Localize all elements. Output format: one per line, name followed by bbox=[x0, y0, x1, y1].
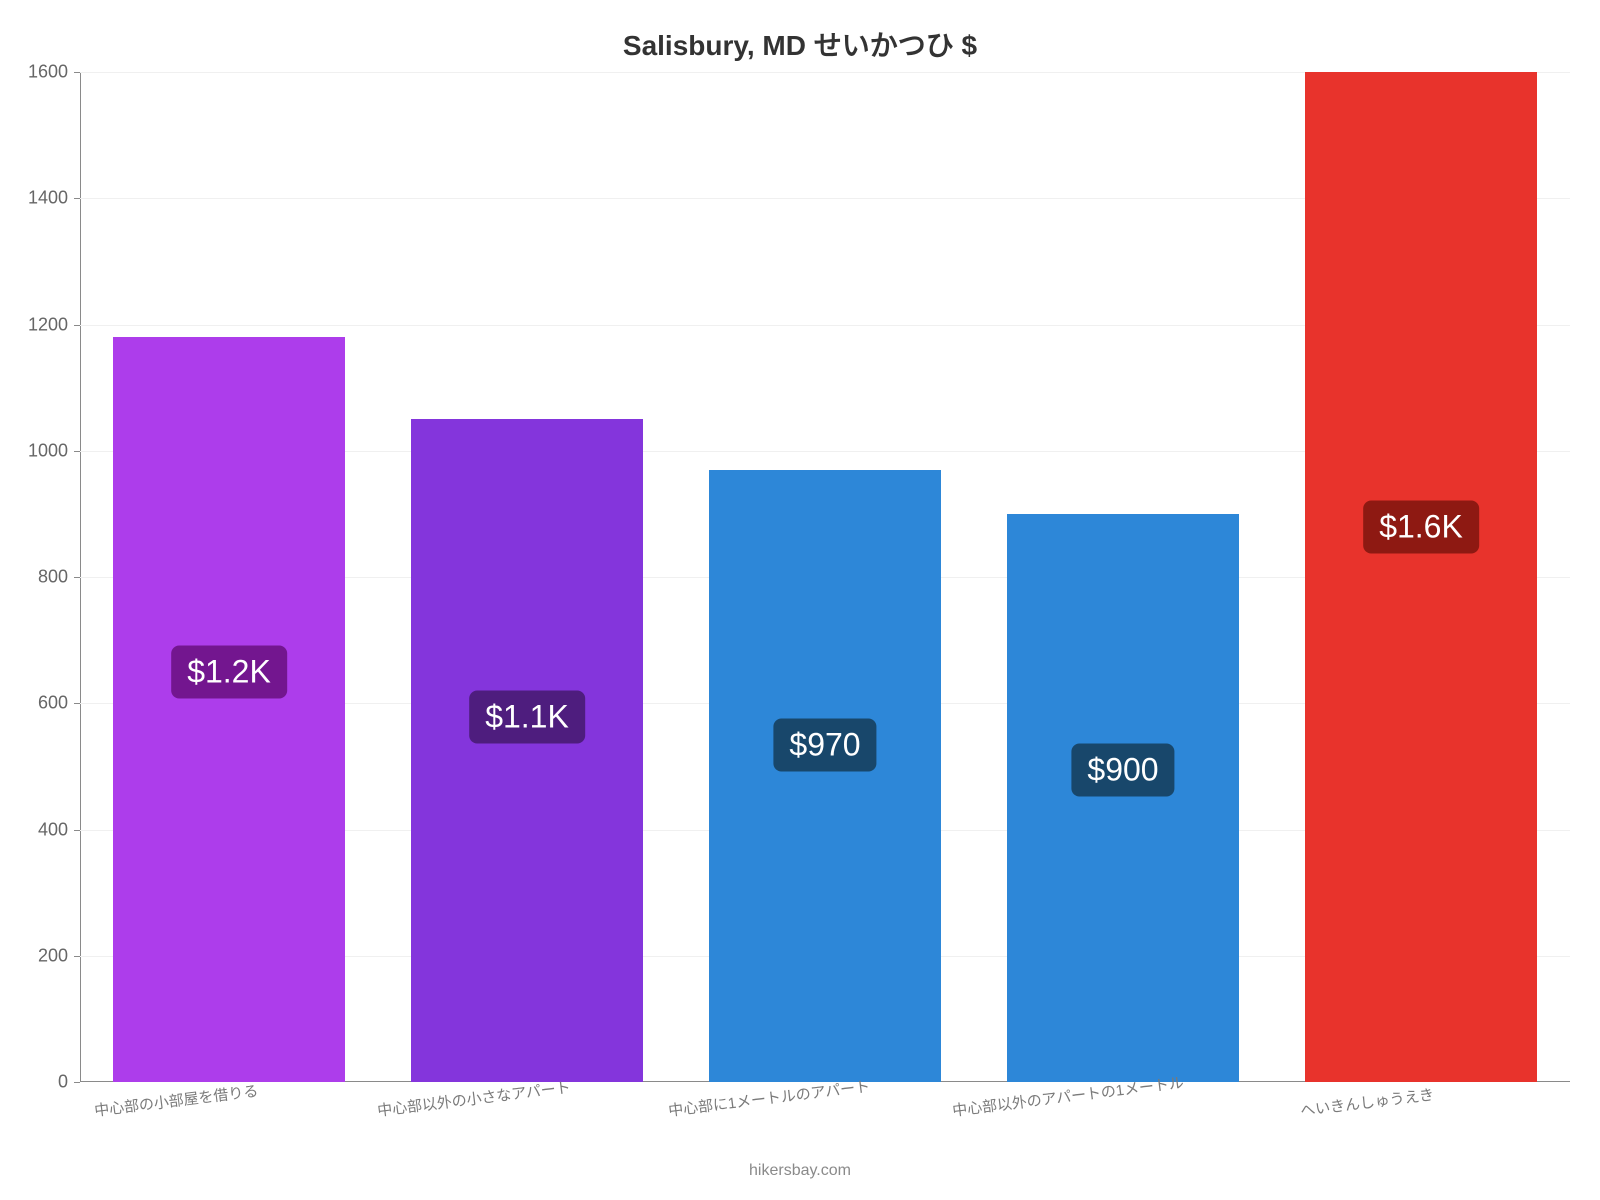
y-tick-label: 1600 bbox=[28, 62, 80, 83]
y-tick-mark bbox=[74, 577, 80, 578]
attribution-text: hikersbay.com bbox=[0, 1162, 1600, 1180]
bar-value-label: $1.6K bbox=[1363, 500, 1479, 553]
chart-container: Salisbury, MD せいかつひ $ 020040060080010001… bbox=[0, 0, 1600, 1200]
bar-value-label: $970 bbox=[773, 719, 876, 772]
chart-title: Salisbury, MD せいかつひ $ bbox=[0, 24, 1600, 64]
y-tick-mark bbox=[74, 1082, 80, 1083]
x-tick-label: 中心部に1メートルのアパート bbox=[667, 1075, 871, 1121]
y-tick-mark bbox=[74, 325, 80, 326]
y-tick-mark bbox=[74, 830, 80, 831]
bar bbox=[113, 337, 345, 1082]
x-tick-label: へいきんしゅうえき bbox=[1299, 1084, 1435, 1121]
y-tick-label: 1400 bbox=[28, 188, 80, 209]
y-tick-label: 1000 bbox=[28, 440, 80, 461]
bar bbox=[1007, 514, 1239, 1082]
y-tick-mark bbox=[74, 198, 80, 199]
bar-value-label: $900 bbox=[1071, 743, 1174, 796]
bar-value-label: $1.1K bbox=[469, 691, 585, 744]
y-tick-mark bbox=[74, 451, 80, 452]
bar bbox=[1305, 72, 1537, 1082]
x-tick-label: 中心部の小部屋を借りる bbox=[93, 1080, 259, 1121]
y-tick-mark bbox=[74, 703, 80, 704]
plot-area: 02004006008001000120014001600$1.2K中心部の小部… bbox=[80, 72, 1570, 1082]
bar bbox=[411, 419, 643, 1082]
bar-value-label: $1.2K bbox=[171, 646, 287, 699]
y-tick-label: 1200 bbox=[28, 314, 80, 335]
y-tick-mark bbox=[74, 956, 80, 957]
x-tick-label: 中心部以外の小さなアパート bbox=[376, 1076, 572, 1121]
y-tick-mark bbox=[74, 72, 80, 73]
bar bbox=[709, 470, 941, 1082]
